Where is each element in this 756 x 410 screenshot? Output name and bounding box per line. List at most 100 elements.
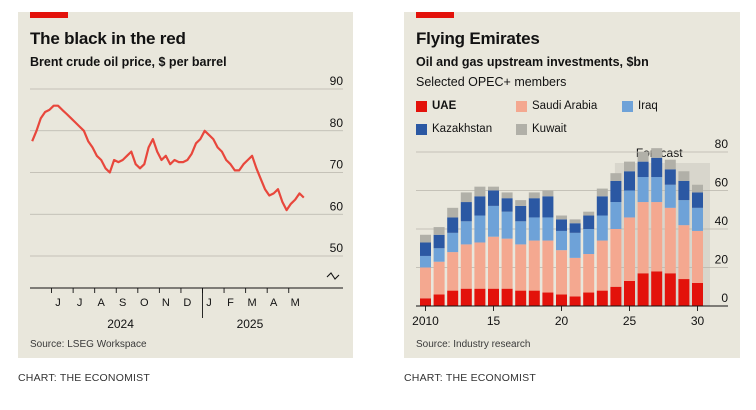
bar-segment-saudi-arabia [637,202,649,274]
bar-segment-kuwait [651,148,663,158]
legend-label: Kuwait [532,123,567,135]
bar-segment-uae [447,290,459,306]
legend-entry-saudi-arabia: Saudi Arabia [516,100,597,112]
x-tick-label: A [97,297,105,309]
bar-segment-saudi-arabia [433,261,445,295]
bar-segment-uae [420,298,431,306]
brent-chart-panel: The black in the red Brent crude oil pri… [18,12,353,358]
bar-segment-uae [556,294,567,306]
legend-swatch [622,100,633,112]
y-tick-label: 80 [330,116,344,130]
bar-segment-kuwait [447,207,459,218]
accent-bar [30,12,68,18]
bar-segment-kuwait [583,211,595,216]
chart-credit: CHART: THE ECONOMIST [404,372,536,384]
bar-segment-iraq [488,205,499,237]
bar-segment-saudi-arabia [447,252,459,291]
bar-segment-saudi-arabia [528,240,540,291]
bar-segment-uae [569,296,581,306]
bar-segment-uae [596,290,608,306]
bar-segment-iraq [637,177,649,203]
legend-swatch [416,100,427,112]
x-tick-label: S [119,297,126,309]
legend-label: Kazakhstan [432,123,493,135]
bar-segment-iraq [651,177,663,203]
legend-label: Iraq [638,100,658,112]
x-tick-label: 2010 [412,314,439,328]
bar-segment-saudi-arabia [474,242,486,289]
bar-segment-uae [692,282,703,306]
chart-title: Flying Emirates [416,29,540,48]
x-tick-label: 15 [487,314,501,328]
bar-segment-kazakhstan [692,192,703,208]
bar-segment-kuwait [542,190,554,197]
legend-swatch [516,100,527,112]
bar-segment-saudi-arabia [542,240,554,293]
bar-segment-kazakhstan [583,215,595,229]
bar-segment-uae [515,290,527,306]
legend-entry-iraq: Iraq [622,100,658,112]
x-tick-label: J [206,297,212,309]
bar-segment-uae [624,280,635,306]
bar-segment-iraq [447,232,459,253]
x-tick-label: M [291,297,300,309]
bar-segment-kuwait [664,159,676,170]
bar-segment-iraq [542,217,554,241]
y-tick-label: 60 [330,199,344,213]
brent-line-chart: 50 60 70 80 90 J J A S O N D J F M A M 2024 2025 [30,74,344,331]
bar-segment-kazakhstan [420,242,431,256]
legend-swatch [416,123,427,135]
bar-segment-kazakhstan [501,198,513,212]
bar-segment-iraq [556,230,567,251]
bar-segment-kuwait [678,171,690,181]
bar-segment-iraq [692,207,703,231]
bar-segment-uae [542,292,554,306]
bar-segment-saudi-arabia [678,225,690,280]
x-tick-label: 25 [623,314,637,328]
bar-segment-kuwait [515,200,527,206]
axis-break-icon [326,272,340,280]
bar-segment-iraq [420,255,431,268]
bar-segment-saudi-arabia [610,229,622,287]
investment-chart-panel: Flying Emirates Oil and gas upstream inv… [404,12,740,358]
bar-segment-saudi-arabia [488,236,499,289]
chart-subtitle: Brent crude oil price, $ per barrel [30,55,227,69]
bar-segment-uae [501,288,513,306]
bar-segment-kazakhstan [596,196,608,216]
bar-segment-kazakhstan [664,169,676,185]
bar-segment-iraq [433,248,445,262]
x-tick-label: A [270,297,278,309]
bar-segment-kazakhstan [637,161,649,178]
bar-segment-saudi-arabia [664,207,676,274]
y-tick-label: 20 [715,253,729,267]
bar-segment-kazakhstan [651,157,663,178]
bar-segment-uae [474,288,486,306]
bar-segment-saudi-arabia [501,238,513,289]
chart-credit: CHART: THE ECONOMIST [18,372,150,384]
y-tick-label: 70 [330,158,344,172]
bar-segment-saudi-arabia [420,267,431,299]
bar-segment-kuwait [569,219,581,224]
bar-segment-uae [528,290,540,306]
y-tick-label: 40 [715,214,729,228]
bar-segment-kazakhstan [433,234,445,249]
bar-segment-kazakhstan [488,190,499,206]
bar-segment-kuwait [610,173,622,181]
x-tick-label: O [140,297,149,309]
bar-segment-iraq [569,232,581,258]
bar-segment-iraq [624,190,635,218]
legend-swatch [516,123,527,135]
legend-entry-uae: UAE [416,100,456,112]
bar-segment-uae [664,273,676,306]
bar-segment-kuwait [420,234,431,243]
y-tick-label: 80 [715,137,729,151]
bar-segment-uae [637,273,649,306]
bar-segment-iraq [515,221,527,245]
bar-segment-saudi-arabia [692,230,703,283]
bar-segment-kazakhstan [460,202,472,222]
bar-segment-iraq [474,215,486,243]
bar-segment-kazakhstan [515,205,527,222]
accent-bar [416,12,454,18]
x-tick-label: N [162,297,170,309]
bar-segment-saudi-arabia [569,257,581,297]
